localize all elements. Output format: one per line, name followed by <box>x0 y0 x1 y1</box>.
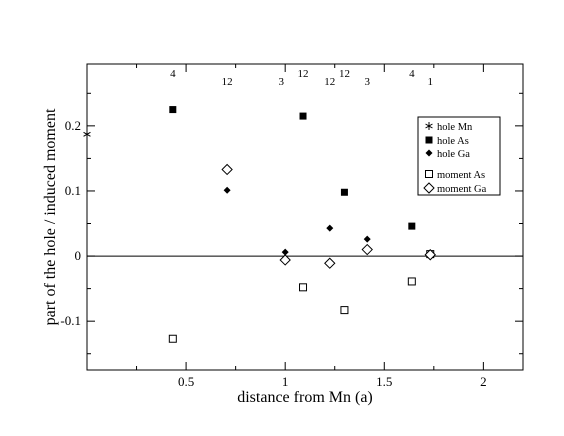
data-point <box>168 334 177 343</box>
data-point <box>169 106 177 114</box>
legend-marker <box>425 136 433 144</box>
data-point <box>324 257 336 269</box>
x-axis: 0.5 1 1.5 2 <box>136 64 487 389</box>
data-point <box>326 224 334 232</box>
shell-count-label: 12 <box>298 68 309 80</box>
legend-label: moment Ga <box>437 184 487 195</box>
series-hole-mn <box>83 130 91 139</box>
legend-label: hole Mn <box>437 122 473 133</box>
data-point <box>424 249 436 261</box>
legend-marker <box>425 149 433 157</box>
y-tick-label: 0.2 <box>65 118 81 133</box>
data-point <box>361 243 373 256</box>
shell-count-label: 12 <box>222 76 233 88</box>
data-point <box>299 112 307 120</box>
legend: hole Mn hole As hole Ga moment As moment Ga <box>417 116 501 196</box>
legend-label: hole Ga <box>437 149 470 160</box>
legend-box <box>417 116 501 196</box>
data-point <box>408 222 416 230</box>
x-axis-title: distance from Mn (a) <box>237 389 373 406</box>
data-points <box>83 106 436 343</box>
data-point <box>340 188 348 196</box>
plot-frame <box>86 63 524 371</box>
shell-count-label: 3 <box>364 76 370 88</box>
legend-marker <box>425 122 433 130</box>
y-axis: -0.1 0 0.1 0.2 <box>60 92 523 355</box>
series-moment-ga <box>221 163 436 269</box>
legend-label: hole As <box>437 136 469 147</box>
series-moment-as <box>168 250 435 343</box>
y-tick-label: 0.1 <box>65 183 81 198</box>
y-tick-label: -0.1 <box>60 313 81 328</box>
x-tick-label: 1 <box>282 374 289 389</box>
legend-marker <box>425 170 433 178</box>
shell-count-label: 12 <box>324 76 335 88</box>
shell-count-label: 1 <box>428 76 434 88</box>
data-point <box>279 254 291 266</box>
x-tick-label: 0.5 <box>178 374 194 389</box>
series-hole-as <box>169 106 434 258</box>
data-point <box>363 235 371 243</box>
data-point <box>299 283 308 292</box>
data-point <box>340 306 349 315</box>
data-point <box>407 277 416 286</box>
shell-count-label: 4 <box>170 68 176 80</box>
x-tick-label: 2 <box>480 374 487 389</box>
shell-count-label: 4 <box>409 68 415 80</box>
shell-count-label: 3 <box>278 76 284 88</box>
data-point <box>83 130 91 139</box>
y-tick-label: 0 <box>75 248 82 263</box>
legend-marker <box>423 182 435 194</box>
data-point <box>221 163 233 176</box>
series-hole-ga <box>223 186 434 258</box>
data-point <box>223 186 231 194</box>
shell-count-label: 12 <box>339 68 350 80</box>
legend-label: moment As <box>437 170 485 181</box>
top-annotations: 4 12 3 12 12 12 3 4 1 <box>170 68 433 88</box>
data-point <box>281 248 289 256</box>
x-tick-label: 1.5 <box>376 374 392 389</box>
y-axis-title: part of the hole / induced moment <box>42 108 59 325</box>
